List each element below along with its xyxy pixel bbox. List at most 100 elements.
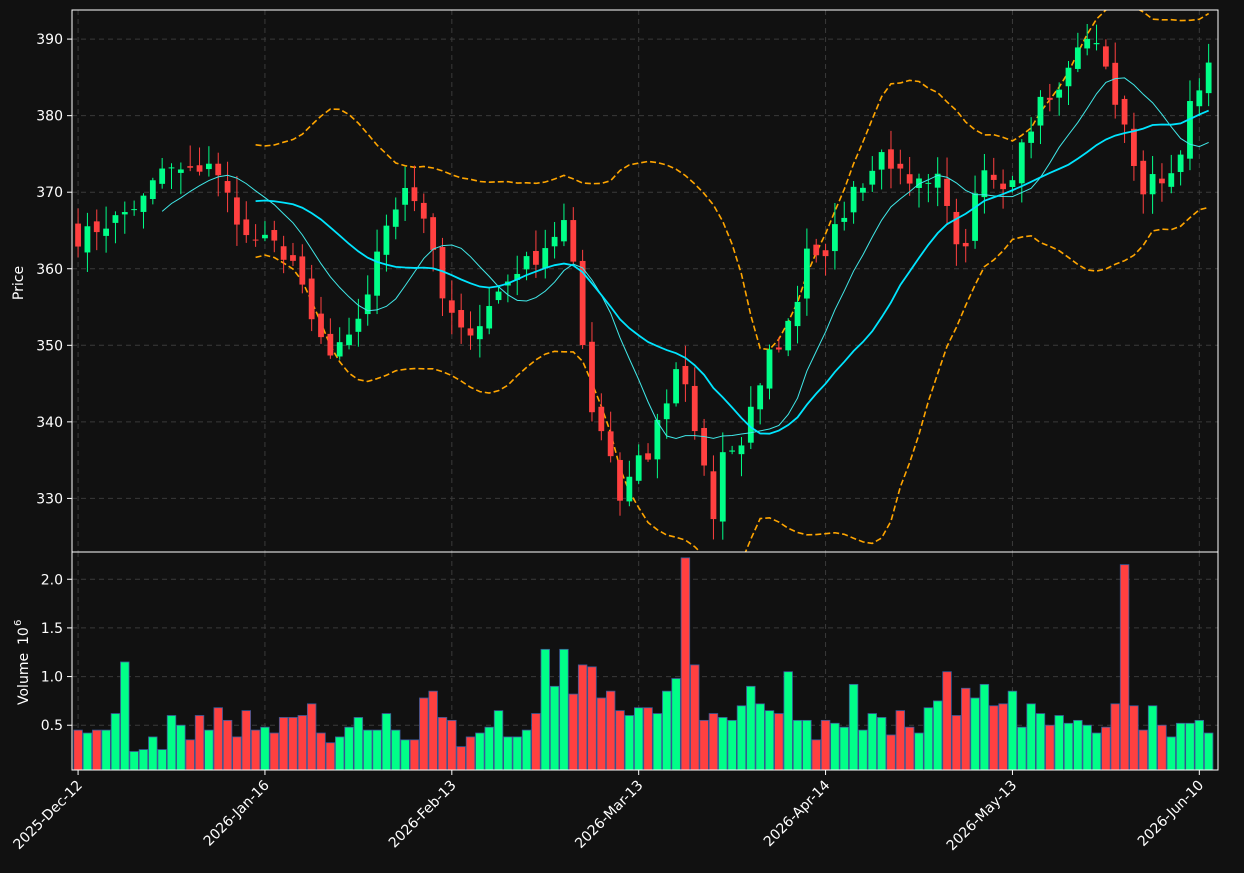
volume-bar [148,736,158,771]
candle-body [1056,89,1063,98]
volume-bar [391,729,401,771]
volume-bar [344,726,354,771]
volume-bar [92,729,102,771]
candle-body [803,248,810,299]
candle-body [533,250,539,265]
candle-body [383,225,390,255]
volume-bar [447,719,457,771]
candle-body [729,450,736,452]
candle-body [832,224,838,252]
volume-bar [1119,564,1130,771]
volume-bar [736,705,747,771]
candle-body [561,220,567,242]
price-y-ticks: 330 340 350 360 370 380 390 [36,32,72,507]
volume-bar [269,732,279,771]
candle-body [747,406,754,443]
volume-bar [1110,703,1120,771]
volume-bar [961,687,971,771]
volume-bar [839,726,849,771]
volume-bar [1138,729,1148,771]
volume-bar [1007,690,1018,771]
volume-bar [774,713,784,771]
candle-body [766,349,773,389]
volume-bar [260,726,270,771]
candle-body [906,174,913,184]
candle-body [1102,46,1109,67]
candle-body [925,182,932,184]
volume-bar [811,739,821,771]
candle-body [813,244,820,256]
volume-bar [559,648,569,771]
candle-body [1074,47,1081,69]
volume-panel: 0.5 1.0 1.5 2.0 Volume 10 6 [13,551,1219,771]
volume-bar [232,736,242,771]
candle-body [673,369,679,404]
candle-body [121,212,128,215]
volume-bar [297,715,308,771]
candle-body [159,168,166,184]
candle-body [962,242,969,247]
volume-bar [381,713,392,771]
candle-body [1140,160,1147,195]
volume-bar [802,719,812,771]
candle-body [252,239,259,241]
volume-bar [1185,722,1195,771]
volume-bar [830,722,840,771]
candle-body [579,260,586,346]
candle-body [103,228,110,236]
candle-body [205,163,212,170]
candle-body [336,342,343,357]
volume-bar [363,729,373,771]
volume-bar [157,749,167,771]
candle-body [1196,90,1203,107]
price-tick-label: 390 [36,32,63,48]
candle-body [1121,98,1128,125]
volume-axis-exponent: 10 [16,627,32,645]
volume-bar [241,710,251,771]
volume-bar [437,717,448,771]
candle-body [364,294,371,315]
candle-body [1131,128,1137,167]
volume-bar [1091,732,1102,771]
volume-bar [1026,703,1036,771]
candle-body [318,313,324,338]
candle-body [1018,142,1025,184]
volume-bar [568,693,578,771]
volume-bar [101,729,111,771]
price-tick-label: 360 [36,262,63,278]
candle-body [953,211,960,245]
volume-axis-label: Volume [16,653,32,705]
volume-bar [596,697,607,771]
candle-body [1149,174,1156,195]
candle-body [523,256,530,270]
volume-bar [1194,719,1205,771]
volume-bars [73,557,1214,771]
volume-axis-power: 6 [13,620,24,626]
candle-body [897,163,904,169]
candle-body [888,149,894,169]
volume-bar [820,719,831,771]
volume-bar [998,703,1008,771]
volume-tick-label: 1.0 [41,670,63,686]
volume-bar [615,710,625,771]
candle-body [878,152,885,170]
volume-bar [288,717,298,771]
candle-body [514,273,521,280]
candle-body [1093,43,1100,45]
candle-body [972,193,978,241]
volume-bar [1063,722,1074,771]
candle-body [486,306,493,329]
volume-bar [176,724,186,771]
candle-body [934,173,941,188]
candle-body [860,187,866,193]
volume-bar [942,671,952,771]
candle-body [177,169,184,173]
candle-body [1112,62,1119,105]
volume-bar [1073,719,1083,771]
candle-body [467,328,474,336]
volume-bar [643,707,653,771]
volume-bar [82,732,93,771]
volume-bar [129,751,139,771]
volume-bar [222,719,233,771]
candle-body [1000,183,1006,190]
